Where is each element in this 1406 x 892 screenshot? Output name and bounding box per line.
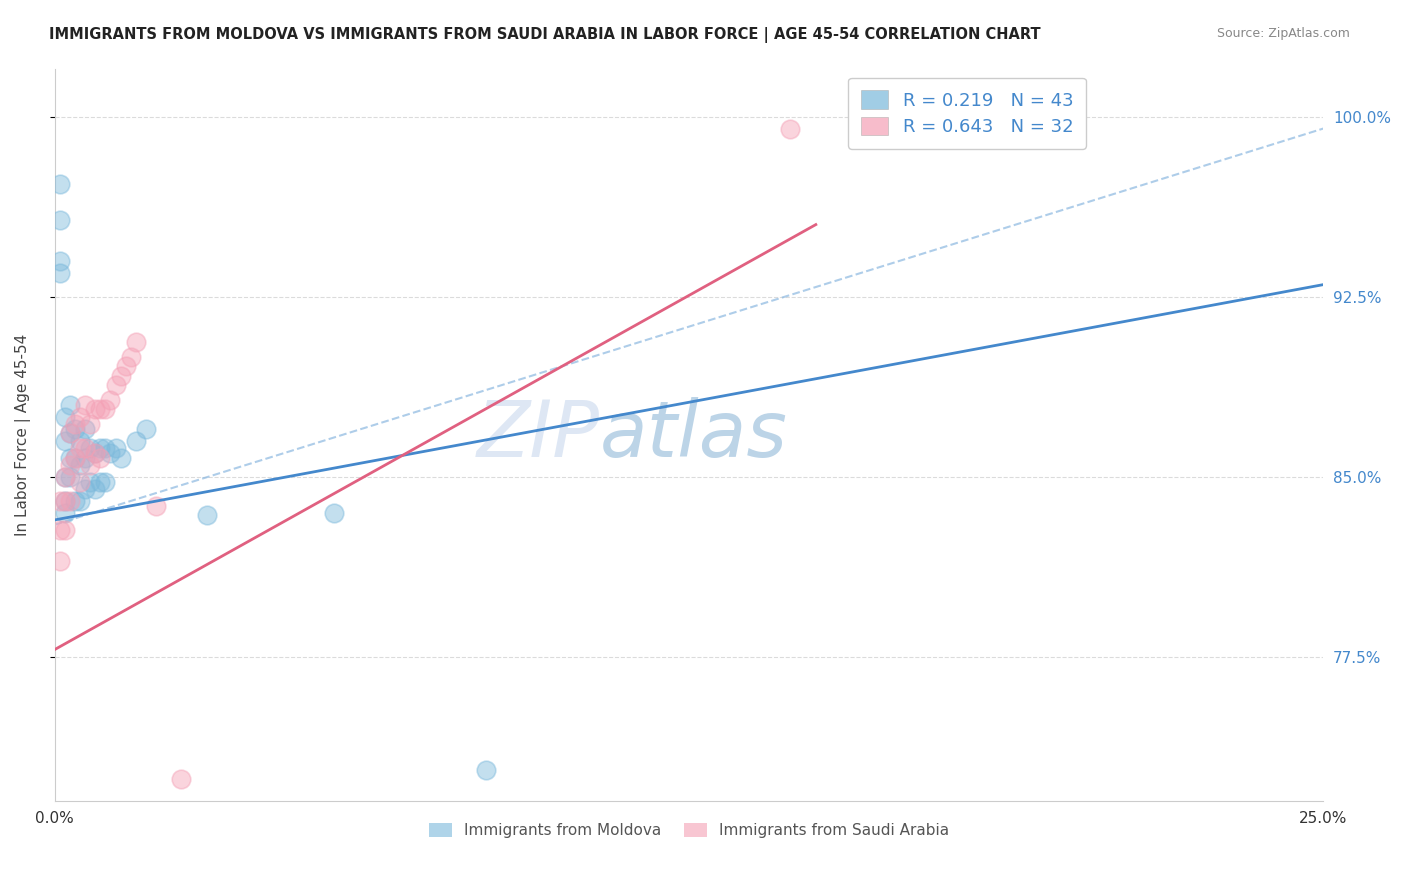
Point bbox=[53, 506, 76, 520]
Point bbox=[48, 212, 70, 227]
Point bbox=[89, 402, 111, 417]
Point bbox=[145, 499, 167, 513]
Point bbox=[114, 359, 136, 374]
Point bbox=[69, 409, 91, 424]
Point bbox=[63, 450, 86, 465]
Point bbox=[48, 523, 70, 537]
Point bbox=[53, 469, 76, 483]
Point bbox=[48, 177, 70, 191]
Point bbox=[73, 422, 96, 436]
Point bbox=[79, 417, 101, 431]
Point bbox=[69, 434, 91, 448]
Point bbox=[110, 368, 132, 383]
Point bbox=[84, 482, 107, 496]
Text: atlas: atlas bbox=[600, 397, 787, 473]
Point bbox=[59, 426, 82, 441]
Point bbox=[475, 763, 498, 777]
Point bbox=[53, 469, 76, 483]
Point bbox=[73, 450, 96, 465]
Point bbox=[89, 475, 111, 489]
Point bbox=[170, 772, 193, 787]
Point bbox=[48, 493, 70, 508]
Point bbox=[59, 469, 82, 483]
Point bbox=[110, 450, 132, 465]
Point bbox=[125, 434, 148, 448]
Point bbox=[94, 402, 117, 417]
Point bbox=[53, 409, 76, 424]
Point bbox=[59, 398, 82, 412]
Point bbox=[73, 441, 96, 455]
Point bbox=[104, 378, 127, 392]
Point bbox=[69, 475, 91, 489]
Point bbox=[63, 422, 86, 436]
Point bbox=[195, 508, 218, 523]
Point bbox=[53, 523, 76, 537]
Point bbox=[84, 446, 107, 460]
Point bbox=[135, 422, 157, 436]
Point bbox=[53, 493, 76, 508]
Point bbox=[84, 446, 107, 460]
Y-axis label: In Labor Force | Age 45-54: In Labor Force | Age 45-54 bbox=[15, 334, 31, 536]
Point bbox=[73, 482, 96, 496]
Point bbox=[59, 493, 82, 508]
Point bbox=[779, 121, 801, 136]
Point bbox=[69, 493, 91, 508]
Point bbox=[53, 493, 76, 508]
Point bbox=[322, 506, 344, 520]
Point bbox=[48, 266, 70, 280]
Point bbox=[100, 392, 122, 407]
Text: Source: ZipAtlas.com: Source: ZipAtlas.com bbox=[1216, 27, 1350, 40]
Text: IMMIGRANTS FROM MOLDOVA VS IMMIGRANTS FROM SAUDI ARABIA IN LABOR FORCE | AGE 45-: IMMIGRANTS FROM MOLDOVA VS IMMIGRANTS FR… bbox=[49, 27, 1040, 43]
Point bbox=[120, 350, 142, 364]
Point bbox=[94, 441, 117, 455]
Point bbox=[79, 475, 101, 489]
Point bbox=[89, 450, 111, 465]
Point bbox=[69, 458, 91, 472]
Point bbox=[100, 446, 122, 460]
Point bbox=[59, 426, 82, 441]
Point bbox=[125, 335, 148, 350]
Point bbox=[84, 402, 107, 417]
Point bbox=[73, 398, 96, 412]
Point bbox=[48, 554, 70, 568]
Point bbox=[53, 434, 76, 448]
Text: ZIP: ZIP bbox=[477, 397, 600, 473]
Point bbox=[79, 441, 101, 455]
Point bbox=[63, 417, 86, 431]
Point bbox=[94, 475, 117, 489]
Point bbox=[69, 441, 91, 455]
Point bbox=[63, 450, 86, 465]
Point bbox=[104, 441, 127, 455]
Legend: Immigrants from Moldova, Immigrants from Saudi Arabia: Immigrants from Moldova, Immigrants from… bbox=[423, 817, 955, 845]
Point bbox=[89, 441, 111, 455]
Point bbox=[63, 493, 86, 508]
Point bbox=[79, 458, 101, 472]
Point bbox=[59, 458, 82, 472]
Point bbox=[48, 253, 70, 268]
Point bbox=[59, 450, 82, 465]
